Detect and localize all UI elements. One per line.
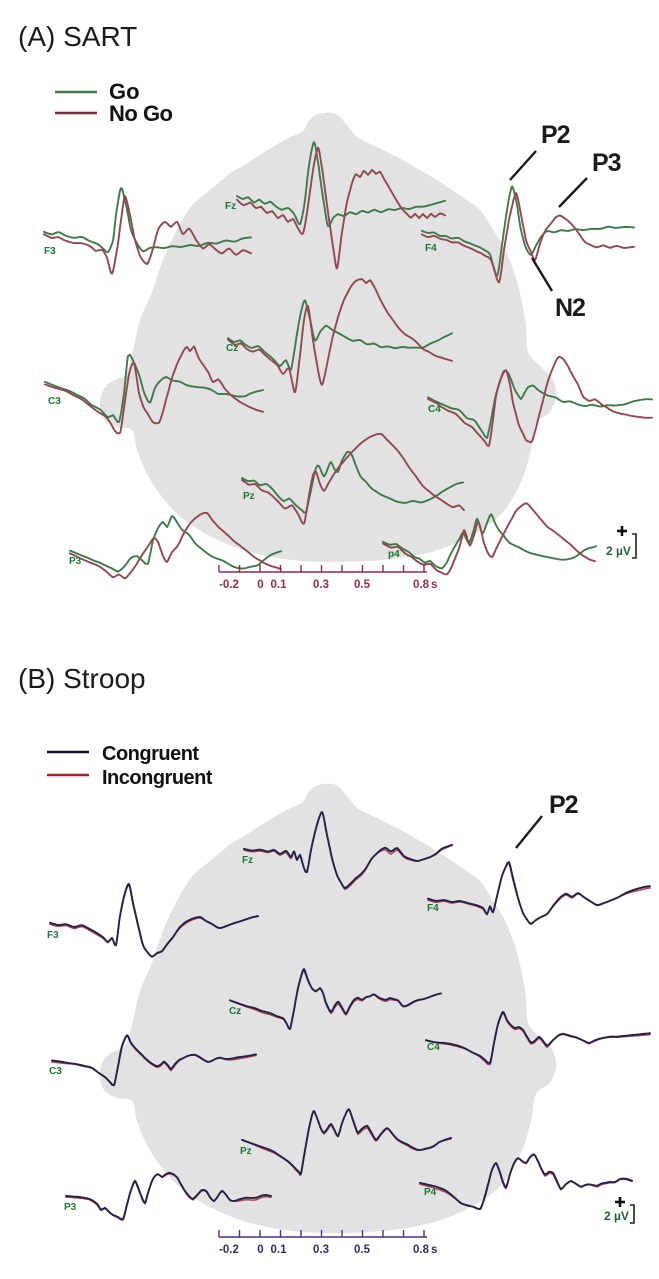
- svg-text:Pz: Pz: [243, 491, 255, 502]
- svg-text:-0.2: -0.2: [219, 579, 239, 591]
- svg-text:p4: p4: [388, 549, 400, 560]
- svg-text:Pz: Pz: [240, 1146, 252, 1157]
- svg-text:2 µV: 2 µV: [606, 544, 631, 558]
- svg-text:No Go: No Go: [109, 101, 173, 126]
- svg-text:0.5: 0.5: [354, 1244, 371, 1256]
- svg-text:P3: P3: [69, 556, 82, 567]
- svg-text:0: 0: [257, 579, 263, 591]
- svg-text:C4: C4: [428, 404, 441, 415]
- svg-text:0.5: 0.5: [354, 579, 371, 591]
- svg-text:2 µV: 2 µV: [604, 1209, 629, 1223]
- svg-text:-0.2: -0.2: [219, 1244, 239, 1256]
- svg-text:Incongruent: Incongruent: [102, 767, 213, 789]
- svg-text:Cz: Cz: [229, 1006, 241, 1017]
- svg-text:N2: N2: [555, 294, 585, 322]
- svg-text:F3: F3: [47, 930, 59, 941]
- svg-text:(B) Stroop: (B) Stroop: [18, 663, 146, 694]
- svg-text:0.1: 0.1: [271, 1244, 288, 1256]
- svg-text:Go: Go: [109, 79, 140, 104]
- svg-text:0.1: 0.1: [271, 579, 288, 591]
- svg-text:P4: P4: [424, 1187, 437, 1198]
- svg-text:0.3: 0.3: [313, 579, 329, 591]
- svg-text:F4: F4: [427, 903, 439, 914]
- svg-text:C3: C3: [49, 1066, 62, 1077]
- svg-text:Cz: Cz: [226, 343, 238, 354]
- svg-text:C3: C3: [48, 396, 61, 407]
- svg-text:0: 0: [257, 1244, 263, 1256]
- svg-text:Fz: Fz: [242, 855, 253, 866]
- svg-text:0.8: 0.8: [413, 579, 430, 591]
- svg-text:F4: F4: [425, 243, 437, 254]
- svg-text:Fz: Fz: [225, 201, 236, 212]
- svg-text:s: s: [431, 579, 437, 591]
- svg-text:0.8: 0.8: [413, 1244, 430, 1256]
- svg-text:P3: P3: [592, 149, 621, 177]
- svg-text:P2: P2: [549, 791, 578, 819]
- svg-text:0.3: 0.3: [313, 1244, 329, 1256]
- svg-text:P3: P3: [64, 1202, 77, 1213]
- svg-text:s: s: [431, 1244, 437, 1256]
- svg-text:Congruent: Congruent: [102, 743, 199, 765]
- svg-text:C4: C4: [427, 1042, 440, 1053]
- svg-text:(A) SART: (A) SART: [18, 21, 137, 52]
- svg-text:P2: P2: [541, 121, 570, 149]
- svg-text:F3: F3: [44, 246, 56, 257]
